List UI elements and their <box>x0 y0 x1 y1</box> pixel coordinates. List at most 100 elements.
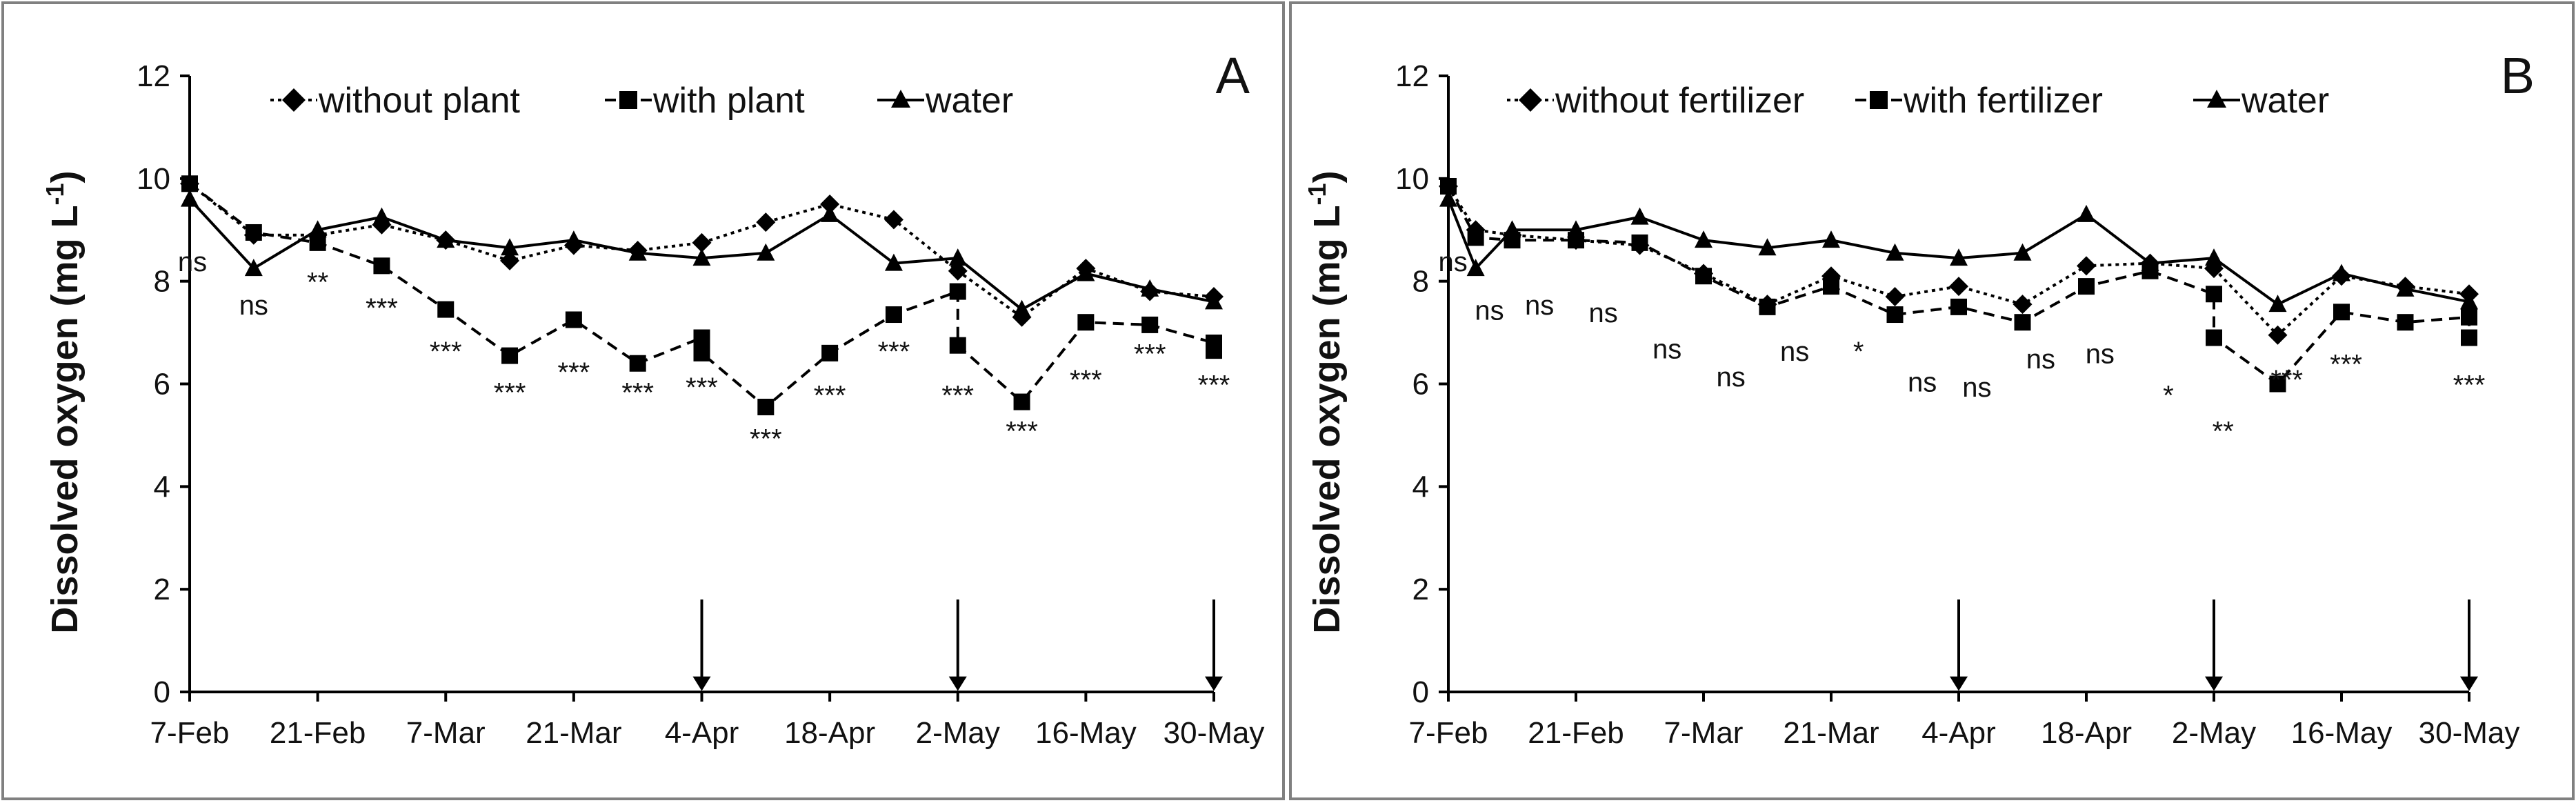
legend-label-without-fertilizer: without fertilizer <box>1555 81 1804 121</box>
series-line <box>1447 185 2470 337</box>
significance-label: *** <box>2330 350 2362 380</box>
data-point <box>501 238 519 256</box>
x-tick-label: 7-Mar <box>1664 716 1744 750</box>
y-tick-label: 0 <box>154 675 170 709</box>
significance-label: *** <box>621 378 654 408</box>
x-tick-label: 30-May <box>2419 716 2520 750</box>
series-with-plant <box>181 175 1222 415</box>
y-tick-label: 0 <box>1412 675 1429 709</box>
significance-label: *** <box>2270 365 2303 395</box>
panel-b-legend: without fertilizer with fertilizer water <box>1507 81 2329 121</box>
legend-label-without-plant: without plant <box>318 81 521 121</box>
series-line <box>188 182 1215 408</box>
panel-a: 0 2 4 6 8 10 12 7-Feb 21-Feb 7-Mar 21-Mar 4-Apr 18-A… <box>1 1 1285 800</box>
data-point <box>1885 286 1905 306</box>
series-line <box>188 182 1215 319</box>
event-arrow-icon <box>1205 599 1223 691</box>
significance-label: ns <box>1525 290 1554 321</box>
significance-label: * <box>2163 380 2174 410</box>
data-point <box>2077 256 2096 276</box>
data-point <box>1141 316 1159 333</box>
significance-label: *** <box>2453 370 2486 400</box>
significance-label: *** <box>814 380 846 410</box>
data-point <box>756 212 776 232</box>
significance-label: *** <box>1070 365 1102 395</box>
series-with-fertilizer <box>1440 177 2477 393</box>
data-point <box>2206 286 2222 303</box>
significance-label: ns <box>1475 295 1504 326</box>
x-tick-label: 2-May <box>916 716 1000 750</box>
data-point <box>2460 292 2478 310</box>
data-point <box>1822 230 1840 248</box>
data-point <box>2141 253 2159 271</box>
event-arrow-icon <box>948 599 967 691</box>
svg-text:Dissolved oxygen (mg L-1): Dissolved oxygen (mg L-1) <box>1303 170 1348 633</box>
event-arrow-icon <box>692 599 711 691</box>
y-tick-label: 8 <box>154 265 170 299</box>
panel-a-y-axis-label: Dissolved oxygen (mg L-1) <box>41 170 86 633</box>
legend-label-with-fertilizer: with fertilizer <box>1903 81 2103 121</box>
x-tick-label: 2-May <box>2172 716 2256 750</box>
data-point <box>2013 243 2032 261</box>
data-point <box>1758 238 1777 256</box>
data-point <box>1631 234 1648 251</box>
data-point <box>948 261 968 281</box>
panel-b-frame <box>1289 1 2575 800</box>
data-point <box>1950 298 1967 315</box>
data-point <box>2396 279 2415 297</box>
x-tick-label: 18-Apr <box>784 716 875 750</box>
legend-label-with-plant: with plant <box>652 81 805 121</box>
data-point <box>2077 204 2095 222</box>
significance-label: *** <box>366 293 398 324</box>
data-point <box>628 243 647 261</box>
data-point <box>500 250 520 270</box>
x-tick-label: 21-Mar <box>1783 716 1879 750</box>
data-point <box>1205 292 1223 310</box>
y-tick-label: 6 <box>154 368 170 402</box>
y-tick-label: 10 <box>137 162 170 196</box>
data-point <box>1503 220 1521 238</box>
panel-b: 0 2 4 6 8 10 12 7-Feb 21-Feb 7-Mar 21-Mar 4-Apr 18-A… <box>1289 1 2575 800</box>
significance-label: *** <box>494 378 526 408</box>
data-point <box>2333 264 2350 281</box>
data-point <box>1567 220 1585 238</box>
data-point <box>2268 325 2288 345</box>
legend-item-without-plant: without plant <box>270 81 521 121</box>
panel-a-frame <box>1 1 1285 800</box>
data-point <box>948 248 967 266</box>
y-tick-label: 12 <box>137 59 170 93</box>
significance-label: *** <box>878 337 910 367</box>
data-point <box>1439 189 1457 207</box>
significance-label: *** <box>686 373 718 403</box>
data-point <box>2206 329 2222 346</box>
data-point <box>885 306 902 324</box>
x-tick-label: 7-Feb <box>1409 716 1488 750</box>
data-point <box>820 195 840 215</box>
significance-label: ** <box>2213 416 2234 446</box>
significance-label: ns <box>1908 368 1937 398</box>
legend-label-water: water <box>925 81 1013 121</box>
data-point <box>565 311 582 328</box>
significance-label: * <box>1853 337 1864 367</box>
data-point <box>1206 342 1222 359</box>
significance-label: ns <box>1589 298 1618 328</box>
significance-label: ns <box>178 247 207 277</box>
significance-label: *** <box>750 424 782 455</box>
data-point <box>692 248 711 266</box>
data-point <box>693 329 710 346</box>
data-point <box>1950 248 1968 266</box>
significance-label: *** <box>941 380 974 410</box>
x-tick-label: 4-Apr <box>665 716 739 750</box>
panel-a-letter: A <box>1216 47 1250 104</box>
significance-label: *** <box>1198 370 1230 400</box>
data-point <box>373 257 390 275</box>
data-point <box>693 344 710 361</box>
data-point <box>949 283 966 300</box>
x-tick-label: 7-Mar <box>406 716 486 750</box>
y-tick-label: 12 <box>1395 59 1429 93</box>
data-point <box>692 232 712 252</box>
data-point <box>244 259 263 277</box>
data-point <box>564 230 583 248</box>
panel-b-letter: B <box>2501 47 2535 104</box>
